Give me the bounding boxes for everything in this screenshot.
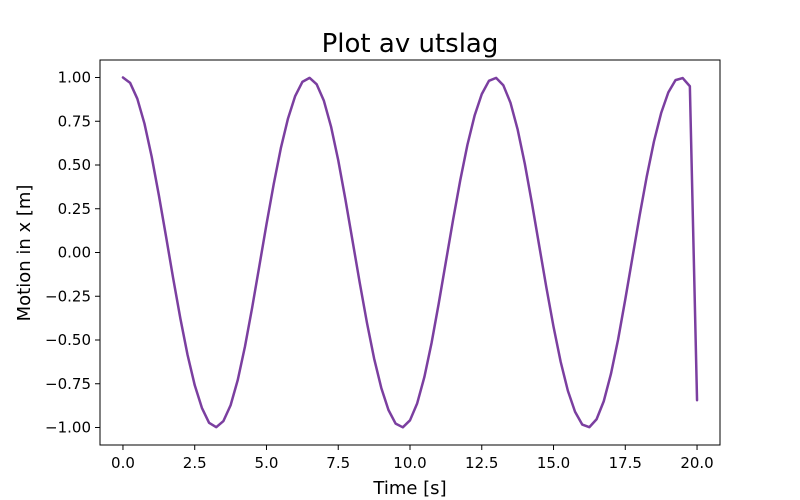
y-tick-label: −1.00: [45, 419, 91, 437]
y-tick-label: 0.25: [58, 200, 91, 218]
y-tick-label: 0.00: [58, 244, 91, 262]
y-tick-label: −0.75: [45, 375, 91, 393]
y-tick-label: 0.75: [58, 112, 91, 130]
x-axis-label: Time [s]: [372, 478, 446, 499]
y-axis-label: Motion in x [m]: [14, 185, 35, 322]
y-tick-label: 1.00: [58, 69, 91, 87]
x-tick-label: 15.0: [537, 454, 570, 472]
plot-area: 0.0 2.5 5.0 7.5 10.0 12.5 15.0 17.5 20.0 1.00 0.75…: [45, 59, 721, 472]
x-tick-label: 7.5: [326, 454, 350, 472]
y-tick-label: −0.50: [45, 331, 91, 349]
x-tick-label: 20.0: [680, 454, 713, 472]
chart-title: Plot av utslag: [322, 29, 499, 59]
y-tick-label: 0.50: [58, 156, 91, 174]
y-tick-label: −0.25: [45, 287, 91, 305]
x-tick-label: 17.5: [609, 454, 642, 472]
x-tick-label: 2.5: [183, 454, 207, 472]
x-tick-label: 12.5: [465, 454, 498, 472]
x-tick-label: 0.0: [111, 454, 135, 472]
x-tick-label: 5.0: [255, 454, 279, 472]
x-tick-label: 10.0: [393, 454, 426, 472]
series-line: [121, 76, 699, 429]
plot-frame: [99, 59, 721, 446]
